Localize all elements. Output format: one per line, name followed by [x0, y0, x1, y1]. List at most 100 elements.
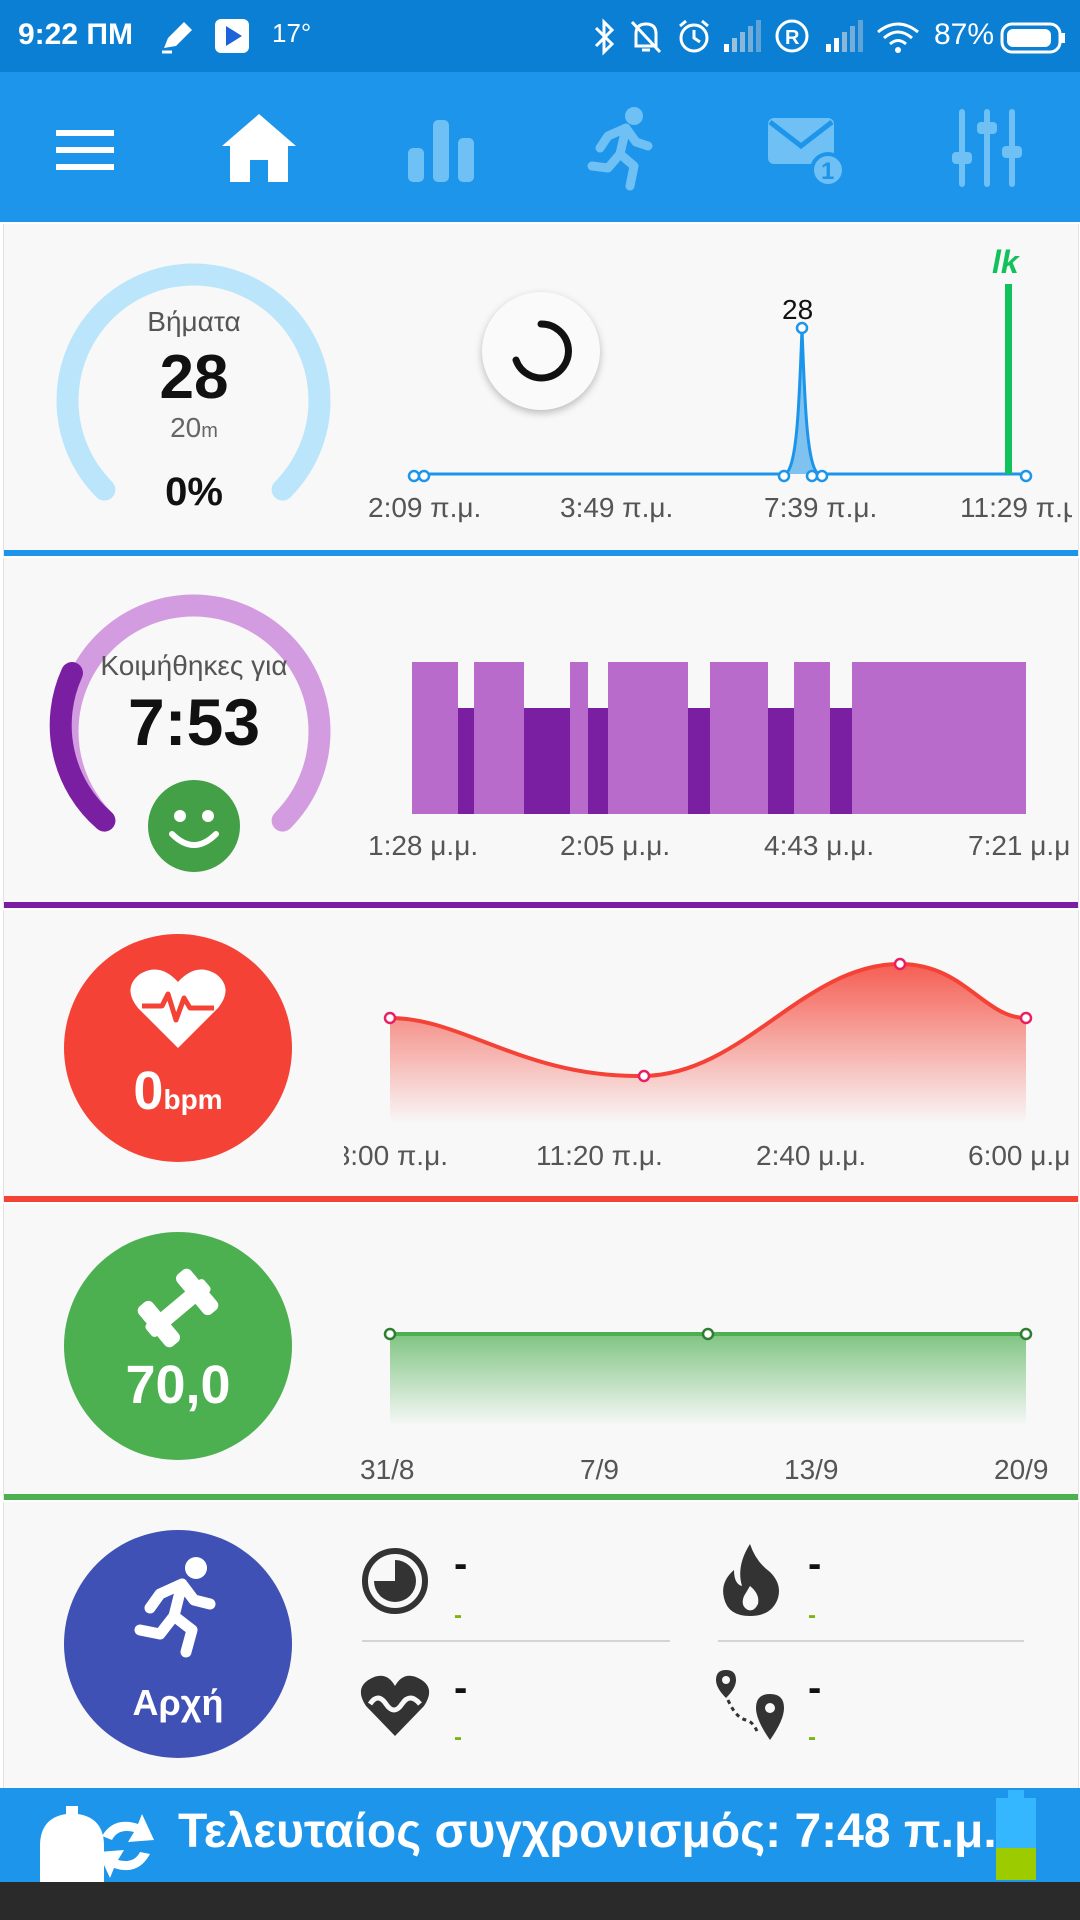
sleep-value: 7:53 — [127, 685, 261, 759]
steps-card[interactable]: Βήματα 28 20m 0% 28 lk 2:09 π.μ. 3:49 π.… — [3, 224, 1079, 556]
steps-ring — [56, 263, 331, 501]
roaming-icon: R — [775, 19, 809, 53]
heart-chart — [383, 957, 1033, 1124]
settings-sliders-icon — [952, 109, 1022, 187]
tab-stats[interactable] — [396, 102, 486, 192]
steps-x-label: 11:29 π.μ. — [960, 492, 1072, 523]
weight-x-label: 20/9 — [994, 1454, 1049, 1485]
smiley-icon — [169, 810, 219, 848]
dumbbell-icon — [137, 1268, 219, 1348]
weight-x-label: 7/9 — [580, 1454, 619, 1485]
steps-distance-value: 20 — [170, 412, 202, 443]
flame-icon — [723, 1544, 779, 1616]
tab-workout[interactable] — [578, 102, 668, 192]
sleep-x-label: 4:43 μ.μ. — [764, 830, 875, 861]
distance-sub: - — [808, 1724, 816, 1751]
notification-pen-icon — [162, 22, 192, 54]
heart-x-label: 6:00 μ.μ. — [968, 1140, 1072, 1171]
steps-distance-unit: m — [201, 420, 218, 442]
sleep-ring — [49, 594, 331, 832]
tab-settings[interactable] — [942, 102, 1032, 192]
heart-rate-readout: 0bpm — [64, 1060, 292, 1122]
steps-accent-line — [4, 550, 1078, 556]
steps-point — [407, 469, 421, 483]
sleep-accent-line — [4, 902, 1078, 908]
sleep-light-bar — [412, 662, 458, 814]
heart-rate-card[interactable]: 0bpm 8:00 π.μ. 11:20 π.μ. 2:40 μ.μ. 6:00… — [3, 910, 1079, 1202]
mail-icon: 1 — [768, 118, 846, 188]
heart-x-label: 11:20 π.μ. — [536, 1140, 663, 1171]
heart-wave-icon — [360, 1675, 430, 1736]
sleep-light-bar — [608, 662, 688, 814]
weight-point — [701, 1327, 715, 1341]
goal-marker-bar — [1005, 284, 1012, 474]
steps-point — [777, 469, 791, 483]
steps-x-label: 7:39 π.μ. — [764, 492, 878, 523]
steps-label: Βήματα — [147, 306, 241, 337]
steps-point — [417, 469, 431, 483]
run-icon — [134, 1557, 216, 1658]
goal-marker-label: lk — [992, 244, 1019, 280]
weight-point — [1019, 1327, 1033, 1341]
sleep-chart — [412, 662, 1026, 814]
bell-off-icon — [630, 20, 662, 54]
home-icon — [222, 114, 296, 182]
tab-home[interactable] — [214, 102, 304, 192]
heart-rate-value: 0 — [133, 1061, 164, 1121]
refresh-spinner[interactable] — [482, 292, 600, 410]
weight-point — [383, 1327, 397, 1341]
spinner-icon — [512, 320, 572, 382]
weight-value: 70,0 — [125, 1355, 231, 1415]
sync-status-bar[interactable]: Τελευταίος συγχρονισμός: 7:48 π.μ. — [0, 1788, 1080, 1882]
steps-percent: 0% — [165, 470, 223, 514]
weight-accent-line — [4, 1494, 1078, 1500]
weight-card[interactable]: 70,0 31/8 7/9 13/9 20/9 — [3, 1204, 1079, 1500]
steps-point — [815, 469, 829, 483]
clock-icon — [362, 1548, 428, 1614]
menu-icon — [56, 130, 114, 170]
sleep-light-bar — [710, 662, 768, 814]
tab-messages[interactable]: 1 — [760, 102, 850, 192]
heart-accent-line — [4, 1196, 1078, 1202]
steps-point — [795, 321, 809, 335]
signal-icon — [826, 20, 863, 52]
divider — [362, 1640, 670, 1642]
steps-distance: 20m — [64, 412, 324, 444]
heart-area — [390, 964, 1026, 1124]
steps-point — [805, 469, 819, 483]
last-sync-text: Τελευταίος συγχρονισμός: 7:48 π.μ. — [178, 1805, 997, 1858]
steps-point — [1019, 469, 1033, 483]
system-nav-bar — [0, 1882, 1080, 1920]
start-workout-label: Αρχή — [132, 1682, 224, 1723]
sleep-light-bar — [794, 662, 830, 814]
heart-point — [383, 1011, 397, 1025]
sleep-x-label: 1:28 μ.μ. — [368, 830, 479, 861]
calories-value: - — [808, 1542, 822, 1586]
svg-text:R: R — [785, 27, 800, 49]
wifi-icon — [877, 22, 919, 53]
sleep-card[interactable]: Κοιμήθηκες για 7:53 1:28 μ.μ. 2:05 μ.μ. … — [3, 558, 1079, 908]
sleep-x-label: 7:21 μ.μ. — [968, 830, 1072, 861]
battery-percent: 87% — [934, 18, 995, 51]
play-icon — [215, 19, 249, 53]
sleep-label: Κοιμήθηκες για — [100, 650, 288, 681]
heart-point — [1019, 1011, 1033, 1025]
heart-pulse-icon — [130, 969, 226, 1048]
heart-rate-unit: bpm — [163, 1084, 223, 1115]
steps-peak-fill — [784, 328, 820, 474]
distance-value: - — [808, 1666, 822, 1710]
start-workout-button[interactable]: Αρχή — [64, 1530, 292, 1758]
workout-card: Αρχή - - - - - - - - — [3, 1502, 1079, 1788]
menu-button[interactable] — [40, 102, 130, 192]
steps-peak-label: 28 — [782, 294, 814, 325]
steps-x-label: 2:09 π.μ. — [368, 492, 482, 523]
steps-line — [412, 327, 1024, 476]
run-icon — [587, 107, 653, 191]
sleep-light-bar — [570, 662, 588, 814]
heart-point — [893, 957, 907, 971]
top-toolbar: 1 — [0, 72, 1080, 222]
stats-icon — [408, 120, 474, 182]
sync-icon — [40, 1806, 154, 1882]
bluetooth-icon — [594, 18, 615, 56]
status-temperature: 17° — [272, 18, 312, 48]
